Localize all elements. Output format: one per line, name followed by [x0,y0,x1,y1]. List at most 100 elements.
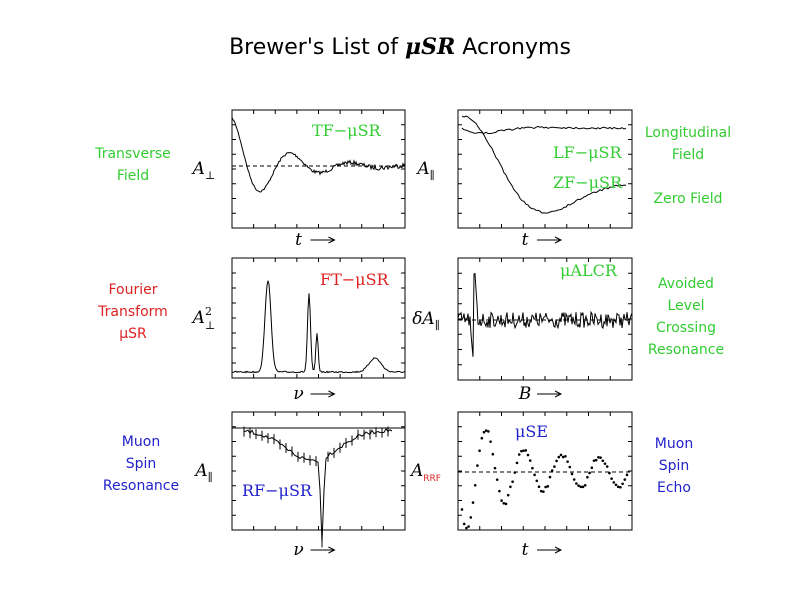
echo-point [498,489,501,493]
x-axis-arrow [310,390,336,398]
plot-tag: FT−μSR [320,270,390,289]
side-label: Resonance [648,342,724,358]
side-label: Resonance [103,478,179,494]
x-axis-arrow [537,236,563,244]
echo-point [597,456,600,459]
side-label: Longitudinal [645,125,731,141]
echo-point [616,485,620,489]
y-label-sub: ∥ [430,169,435,182]
echo-point [561,455,565,459]
echo-point [517,453,521,456]
echo-point [528,459,532,462]
echo-point [601,459,605,463]
title-emphasis: μSR [405,34,455,60]
x-axis-label: ν [293,384,303,404]
side-label: Muon [122,434,160,450]
echo-point [608,471,611,475]
y-label-base: δA [412,309,435,329]
echo-point [625,473,629,477]
side-label: Spin [659,458,690,474]
title-text: Brewer's List of [229,35,405,60]
echo-point [478,449,481,453]
echo-point [579,485,583,489]
echo-point [480,436,484,440]
x-axis-label: ν [293,540,303,560]
echo-point [462,522,466,526]
y-axis-label: δA∥ [412,309,440,332]
y-label-base: A [191,159,205,179]
echo-point [590,466,594,470]
echo-point [520,449,523,453]
echo-point [559,453,563,457]
echo-point [473,483,477,487]
side-label: Transform [97,304,168,320]
y-axis-label: A∥ [415,159,434,182]
plot-tag: LF−μSR [553,143,622,162]
echo-point [526,453,530,457]
echo-point [469,516,473,519]
plot-tag: μALCR [560,261,618,280]
slide-title: Brewer's List of μSR Acronyms [229,34,571,60]
echo-point [535,479,539,483]
echo-point [605,465,609,468]
echo-point [537,485,541,488]
echo-point [548,475,552,479]
echo-point [524,449,528,452]
y-axis-label: A∥ [193,461,212,484]
plot-tag: RF−μSR [242,481,313,500]
plot-tag: TF−μSR [312,121,382,140]
side-label: Level [668,298,705,314]
side-label: Zero Field [654,191,723,207]
curve [457,272,633,357]
echo-point [619,485,622,489]
echo-point [515,461,519,465]
echo-point [500,499,503,502]
echo-point [570,472,574,476]
echo-point [491,452,495,456]
echo-point [577,484,580,487]
y-label-base: A [415,159,429,179]
x-axis-label: t [295,230,302,250]
echo-point [502,501,506,505]
y-label-sub: ∥ [208,471,213,484]
echo-point [513,471,517,474]
curve [231,280,405,374]
echo-point [555,459,558,463]
echo-point [575,482,578,485]
x-axis-label: t [522,230,529,250]
echo-point [522,449,525,452]
y-axis-label: A⊥ [191,159,216,182]
y-label-sub: ∥ [435,319,440,332]
echo-point [546,485,550,488]
side-label: Fourier [108,282,157,298]
title-text: Acronyms [455,35,571,60]
echo-point [564,455,567,458]
echo-point [586,475,589,479]
y-label-sub: ⊥ [205,319,215,332]
y-label-base: A [191,308,205,328]
echo-point [568,465,572,469]
echo-point [557,455,561,459]
curve [461,115,627,214]
echo-point [594,458,598,462]
echo-point [533,473,536,477]
echo-point [583,484,587,487]
x-axis-arrow [537,546,563,554]
x-axis-arrow [537,390,563,398]
side-label: Field [672,147,704,163]
echo-point [566,460,569,463]
echo-point [612,481,616,484]
echo-point [506,493,510,497]
echo-point [509,485,512,489]
echo-point [467,525,470,528]
echo-point [489,440,492,443]
echo-point [460,508,464,511]
y-label-sub: RRF [423,474,441,484]
echo-point [471,501,475,504]
side-label: Echo [657,480,691,496]
echo-point [542,490,545,493]
echo-point [482,430,486,434]
echo-point [550,469,554,472]
echo-point [495,478,499,481]
